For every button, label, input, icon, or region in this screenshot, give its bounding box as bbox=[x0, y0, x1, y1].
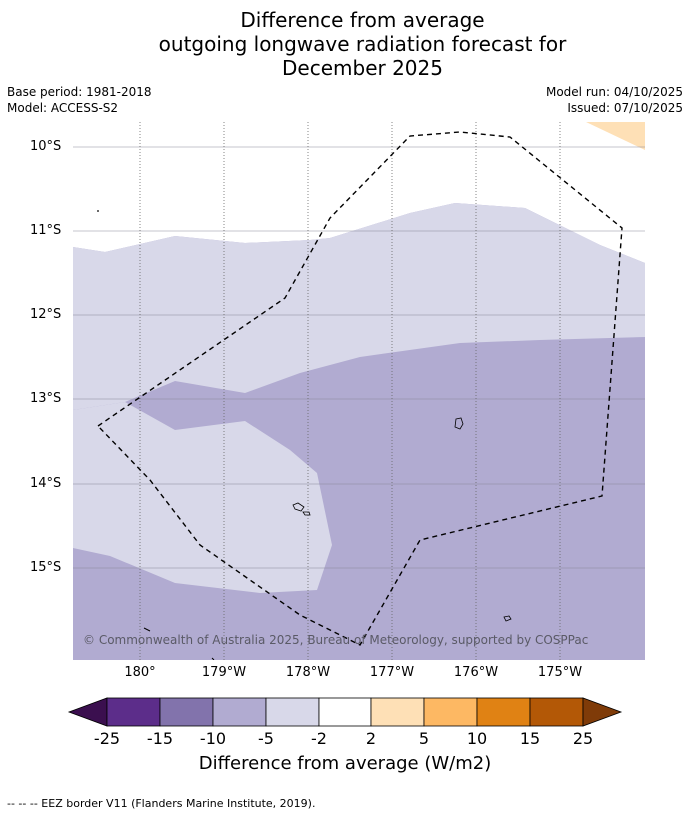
anomaly-region-p2-p5 bbox=[586, 122, 645, 150]
title-line-3: December 2025 bbox=[282, 56, 443, 80]
colorbar-tick: -2 bbox=[311, 729, 327, 748]
colorbar bbox=[67, 697, 623, 727]
meta-left: Base period: 1981-2018 Model: ACCESS-S2 bbox=[7, 84, 152, 116]
colorbar-segment bbox=[106, 697, 161, 727]
colorbar-segment bbox=[212, 697, 267, 727]
colorbar-tick: 25 bbox=[572, 729, 594, 748]
colorbar-tick: -15 bbox=[146, 729, 174, 748]
lon-label: 175°W bbox=[537, 665, 583, 680]
lat-label: 12°S bbox=[30, 307, 62, 322]
colorbar-tick: -10 bbox=[199, 729, 227, 748]
lat-label: 14°S bbox=[30, 476, 62, 491]
gridlines bbox=[73, 146, 645, 569]
eez-legend: -- -- -- EEZ border V11 (Flanders Marine… bbox=[7, 797, 316, 810]
lon-label: 180° bbox=[124, 665, 156, 680]
colorbar-tick: 2 bbox=[365, 729, 377, 748]
lon-label: 178°W bbox=[285, 665, 331, 680]
island-speck bbox=[211, 657, 215, 660]
lat-label: 11°S bbox=[30, 223, 62, 238]
anomaly-region-m5-m2-north bbox=[73, 122, 645, 263]
title-line-2: outgoing longwave radiation forecast for bbox=[158, 32, 567, 56]
colorbar-segment bbox=[370, 697, 425, 727]
colorbar-tick: 10 bbox=[466, 729, 488, 748]
island-small-southwest bbox=[143, 627, 151, 632]
colorbar-tick: 15 bbox=[519, 729, 541, 748]
anomaly-region-m5-m2-upper bbox=[73, 203, 645, 410]
island-dot bbox=[97, 210, 99, 212]
island-uvea bbox=[454, 417, 464, 430]
colorbar-tick: -25 bbox=[93, 729, 121, 748]
title-line-1: Difference from average bbox=[240, 8, 485, 32]
lon-label: 179°W bbox=[201, 665, 247, 680]
colorbar-title: Difference from average (W/m2) bbox=[198, 753, 492, 774]
lon-label: 177°W bbox=[369, 665, 415, 680]
map-plot bbox=[73, 122, 645, 660]
lat-label: 10°S bbox=[30, 139, 62, 154]
colorbar-segment bbox=[265, 697, 320, 727]
issued-date: Issued: 07/10/2025 bbox=[567, 101, 683, 115]
colorbar-tick: 5 bbox=[418, 729, 430, 748]
colorbar-segment bbox=[476, 697, 531, 727]
island-small-east bbox=[503, 615, 512, 622]
meta-right: Model run: 04/10/2025 Issued: 07/10/2025 bbox=[546, 84, 683, 116]
model-name: Model: ACCESS-S2 bbox=[7, 101, 119, 115]
island-alofi bbox=[302, 511, 311, 516]
colorbar-extend-high bbox=[582, 697, 623, 727]
colorbar-segment bbox=[318, 697, 372, 727]
eez-border bbox=[96, 131, 623, 646]
base-period: Base period: 1981-2018 bbox=[7, 85, 152, 99]
island-futuna bbox=[292, 502, 305, 512]
colorbar-segment bbox=[159, 697, 214, 727]
anomaly-region-m5-m2-lower bbox=[73, 402, 332, 593]
model-run: Model run: 04/10/2025 bbox=[545, 85, 683, 99]
lat-label: 15°S bbox=[30, 560, 62, 575]
colorbar-segment bbox=[423, 697, 478, 727]
colorbar-tick: -5 bbox=[258, 729, 274, 748]
map-title: Difference from average outgoing longwav… bbox=[0, 8, 690, 80]
lat-label: 13°S bbox=[30, 391, 62, 406]
lon-label: 176°W bbox=[453, 665, 499, 680]
colorbar-extend-low bbox=[67, 697, 108, 727]
copyright-notice: © Commonwealth of Australia 2025, Bureau… bbox=[83, 633, 589, 647]
colorbar-segment bbox=[529, 697, 584, 727]
